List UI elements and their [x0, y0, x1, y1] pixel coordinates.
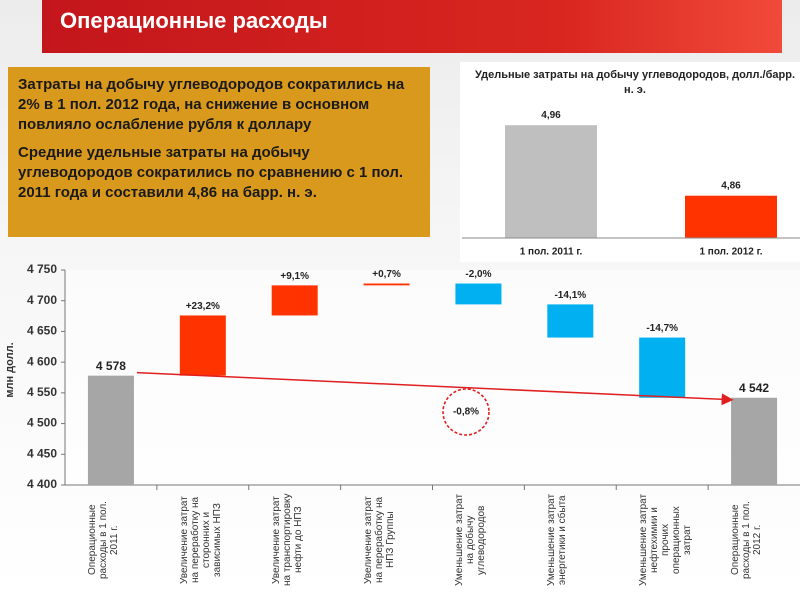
x-tick-label: 1 пол. 2011 г.	[520, 247, 583, 258]
bar	[455, 283, 502, 305]
value-label: 4,86	[721, 180, 741, 191]
x-tick-label: Операционные расходы в 1 пол. 2011 г.	[86, 501, 120, 579]
header-bar: Операционные расходы	[42, 0, 782, 53]
y-tick-label: 4 650	[27, 324, 57, 338]
bar	[731, 397, 778, 485]
paragraph: Средние удельные затраты на добычу углев…	[18, 144, 404, 201]
change-label: -2,0%	[465, 269, 491, 280]
x-tick-label: Операционные расходы в 1 пол. 2012 г.	[730, 501, 764, 579]
change-label: -14,1%	[554, 290, 586, 301]
x-tick-label: 1 пол. 2012 г.	[699, 247, 762, 258]
change-label: +0,7%	[372, 269, 401, 280]
bar	[87, 375, 134, 485]
bar	[547, 304, 594, 338]
bar	[685, 195, 777, 238]
change-label: +9,1%	[280, 271, 309, 282]
bar	[179, 315, 226, 376]
plot-area	[65, 270, 800, 485]
y-tick-label: 4 750	[27, 262, 57, 276]
x-tick-label: Уменьшение затрат энергетики и сбыта	[546, 493, 569, 587]
bar	[639, 337, 686, 398]
y-tick-label: 4 450	[27, 446, 57, 460]
small-chart-title: Удельные затраты на добычу углеводородов…	[474, 69, 796, 96]
bar	[363, 283, 410, 286]
y-axis-label: млн долл.	[4, 342, 16, 397]
x-tick-label: Уменьшение затрат на добычу углеводородо…	[454, 493, 488, 587]
value-label: 4 578	[96, 359, 126, 373]
change-label: -14,7%	[646, 323, 678, 334]
annotation-circle	[442, 388, 490, 436]
x-tick-label: Увеличение затрат на транспортировку неф…	[270, 493, 304, 587]
value-label: 4,96	[541, 110, 561, 121]
y-tick-label: 4 700	[27, 293, 57, 307]
change-label: +23,2%	[186, 301, 220, 312]
y-tick-label: 4 600	[27, 354, 57, 368]
x-tick-label: Увеличение затрат на переработку на стор…	[178, 496, 223, 584]
text-box: Затраты на добычу углеводородов сократил…	[8, 67, 430, 237]
trend-arrow	[136, 371, 734, 406]
y-tick-label: 4 500	[27, 416, 57, 430]
x-tick-label: Уменьшение затрат нефтехимии и прочих оп…	[638, 493, 694, 587]
annotation: -0,8%	[453, 407, 479, 418]
x-tick-label: Увеличение затрат на переработку на НПЗ …	[362, 496, 396, 584]
bar	[271, 285, 318, 316]
y-tick-label: 4 550	[27, 385, 57, 399]
paragraph: Затраты на добычу углеводородов сократил…	[18, 76, 405, 133]
slide-title: Операционные расходы	[60, 8, 328, 33]
y-tick-label: 4 400	[27, 477, 57, 491]
value-label: 4 542	[739, 381, 769, 395]
bar	[505, 125, 597, 238]
